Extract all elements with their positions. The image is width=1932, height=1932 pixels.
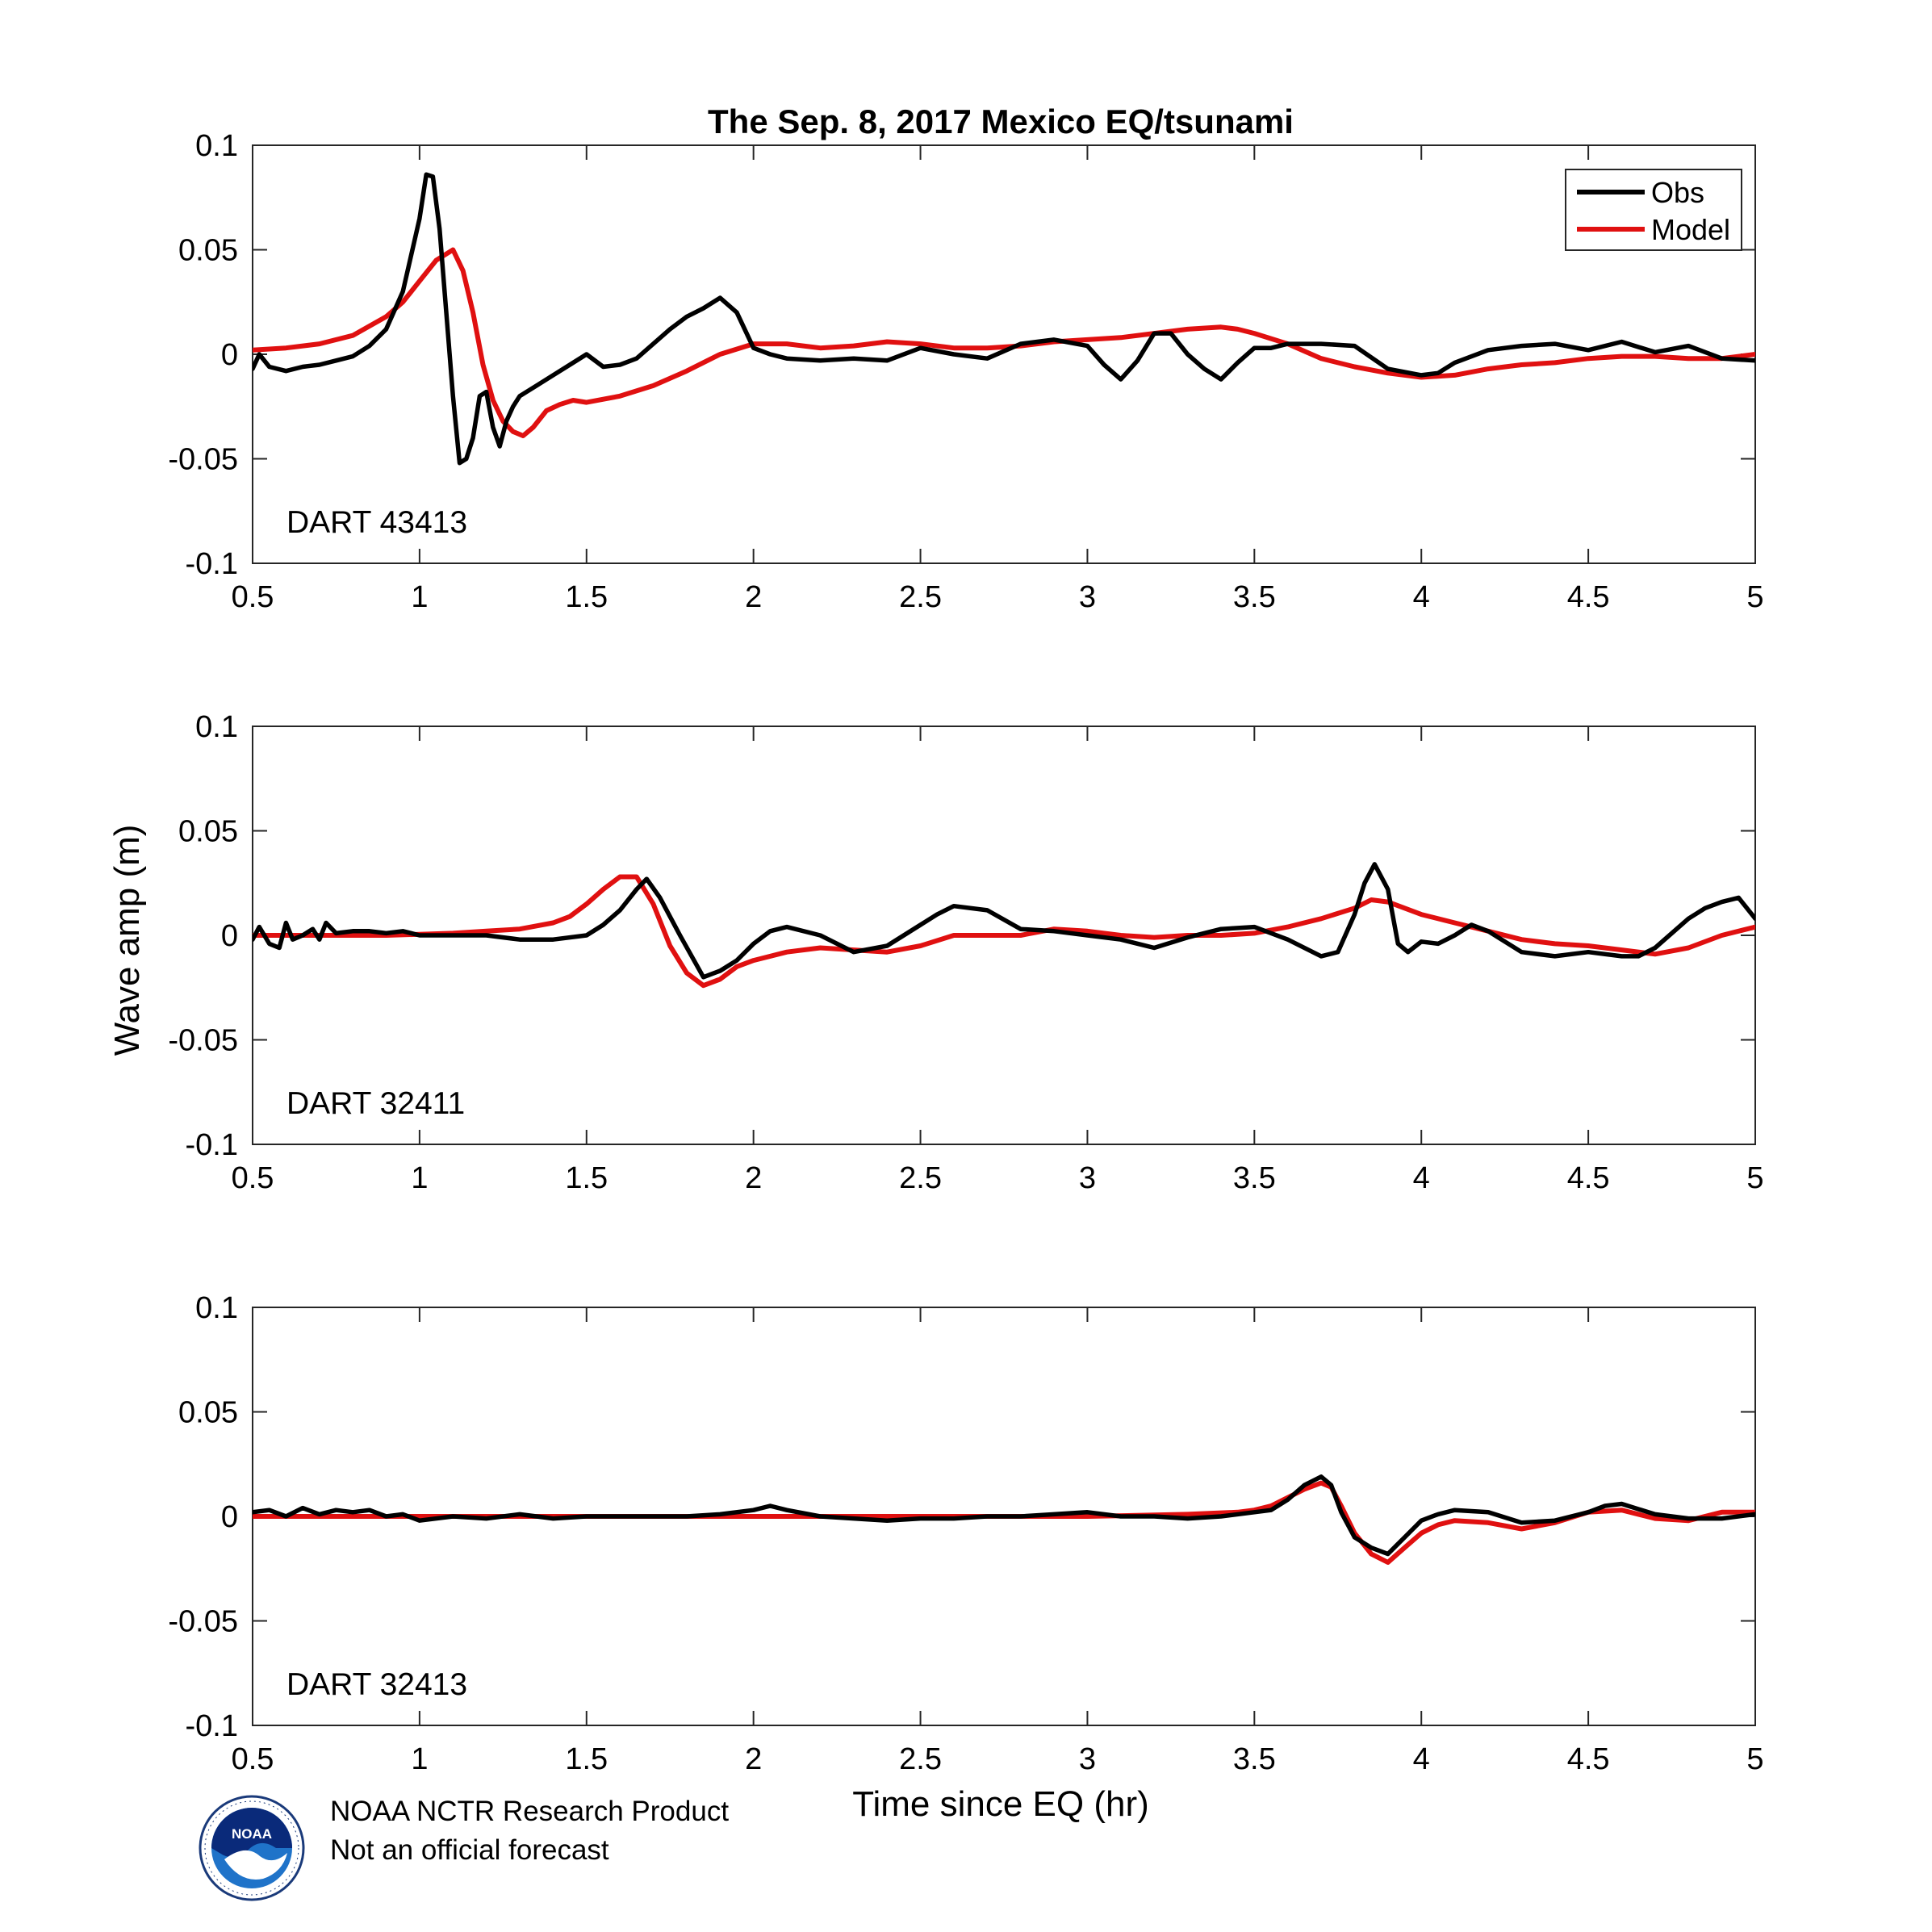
y-tick-label: -0.1 (186, 1128, 238, 1162)
y-tick-label: 0.05 (178, 234, 238, 268)
y-axis-label: Wave amp (m) (107, 825, 147, 1056)
station-label: DART 43413 (286, 505, 467, 540)
station-label: DART 32411 (286, 1086, 465, 1121)
x-tick-label: 1.5 (565, 1161, 608, 1195)
x-tick-label: 0.5 (232, 1161, 274, 1195)
legend-box (1565, 169, 1742, 251)
x-tick-label: 3.5 (1233, 1161, 1276, 1195)
y-tick-label: 0 (221, 1500, 238, 1534)
subplot-1: 0.5 1 1.5 2 2.5 3 3.5 4 4.5 5 0.1 0.05 0 -0.05 -0.1 DAR… (168, 129, 1763, 614)
x-tick-label: 2.5 (899, 1742, 942, 1776)
x-tick-label: 4 (1413, 1161, 1430, 1195)
series-line-obs (253, 1474, 1755, 1557)
subplot-2: 0.5 1 1.5 2 2.5 3 3.5 4 4.5 5 0.1 0.05 0 -0.05 -0.1 DAR… (168, 710, 1763, 1195)
x-tick-label: 4.5 (1567, 1161, 1610, 1195)
x-tick-label: 2.5 (899, 1161, 942, 1195)
legend-label-obs: Obs (1651, 176, 1704, 209)
y-tick-label: -0.1 (186, 1709, 238, 1743)
x-tick-label: 2 (745, 580, 762, 614)
x-tick-label: 5 (1746, 1742, 1763, 1776)
station-label: DART 32413 (286, 1667, 467, 1702)
x-tick-label: 3 (1079, 1161, 1096, 1195)
x-tick-label: 1 (411, 1161, 428, 1195)
y-tick-label: 0.1 (195, 710, 238, 744)
y-tick-label: 0.05 (178, 815, 238, 849)
x-tick-label: 3 (1079, 1742, 1096, 1776)
series-line-model (253, 247, 1755, 438)
footer-line-2: Not an official forecast (330, 1834, 609, 1866)
x-tick-label: 4.5 (1567, 1742, 1610, 1776)
x-tick-label: 2 (745, 1742, 762, 1776)
x-tick-label: 1 (411, 1742, 428, 1776)
x-tick-label: 0.5 (232, 1742, 274, 1776)
y-tick-label: -0.05 (168, 1024, 238, 1058)
subplot-3: 0.5 1 1.5 2 2.5 3 3.5 4 4.5 5 0.1 0.05 0 -0.05 -0.1 DAR… (168, 1291, 1763, 1776)
x-tick-label: 2 (745, 1161, 762, 1195)
x-tick-label: 3.5 (1233, 580, 1276, 614)
subplot-panels: 0.5 1 1.5 2 2.5 3 3.5 4 4.5 5 0.1 0.05 0 -0.05 -0.1 DAR… (168, 129, 1763, 1776)
svg-text:NOAA: NOAA (232, 1826, 272, 1842)
x-axis-label: Time since EQ (hr) (852, 1784, 1149, 1824)
x-tick-label: 1.5 (565, 580, 608, 614)
x-tick-label: 3.5 (1233, 1742, 1276, 1776)
x-tick-label: 3 (1079, 580, 1096, 614)
y-tick-label: 0 (221, 919, 238, 953)
x-tick-label: 2.5 (899, 580, 942, 614)
x-tick-label: 4 (1413, 580, 1430, 614)
series-line-obs (253, 172, 1755, 466)
y-tick-label: -0.05 (168, 1605, 238, 1639)
chart-title: The Sep. 8, 2017 Mexico EQ/tsunami (708, 102, 1294, 140)
x-tick-label: 1.5 (565, 1742, 608, 1776)
y-tick-label: -0.1 (186, 547, 238, 581)
plot-frame (252, 144, 1756, 564)
x-tick-label: 4 (1413, 1742, 1430, 1776)
series-line-obs (253, 862, 1755, 980)
y-tick-label: 0 (221, 338, 238, 372)
y-tick-label: 0.05 (178, 1396, 238, 1430)
y-tick-label: 0.1 (195, 129, 238, 163)
x-tick-label: 1 (411, 580, 428, 614)
y-tick-label: 0.1 (195, 1291, 238, 1325)
y-tick-label: -0.05 (168, 443, 238, 477)
x-tick-label: 0.5 (232, 580, 274, 614)
x-tick-label: 5 (1746, 1161, 1763, 1195)
footer-line-1: NOAA NCTR Research Product (330, 1796, 730, 1827)
legend: Obs Model (1565, 169, 1742, 251)
x-tick-label: 4.5 (1567, 580, 1610, 614)
noaa-logo: NOAA (199, 1795, 305, 1901)
legend-label-model: Model (1651, 213, 1730, 246)
x-tick-label: 5 (1746, 580, 1763, 614)
